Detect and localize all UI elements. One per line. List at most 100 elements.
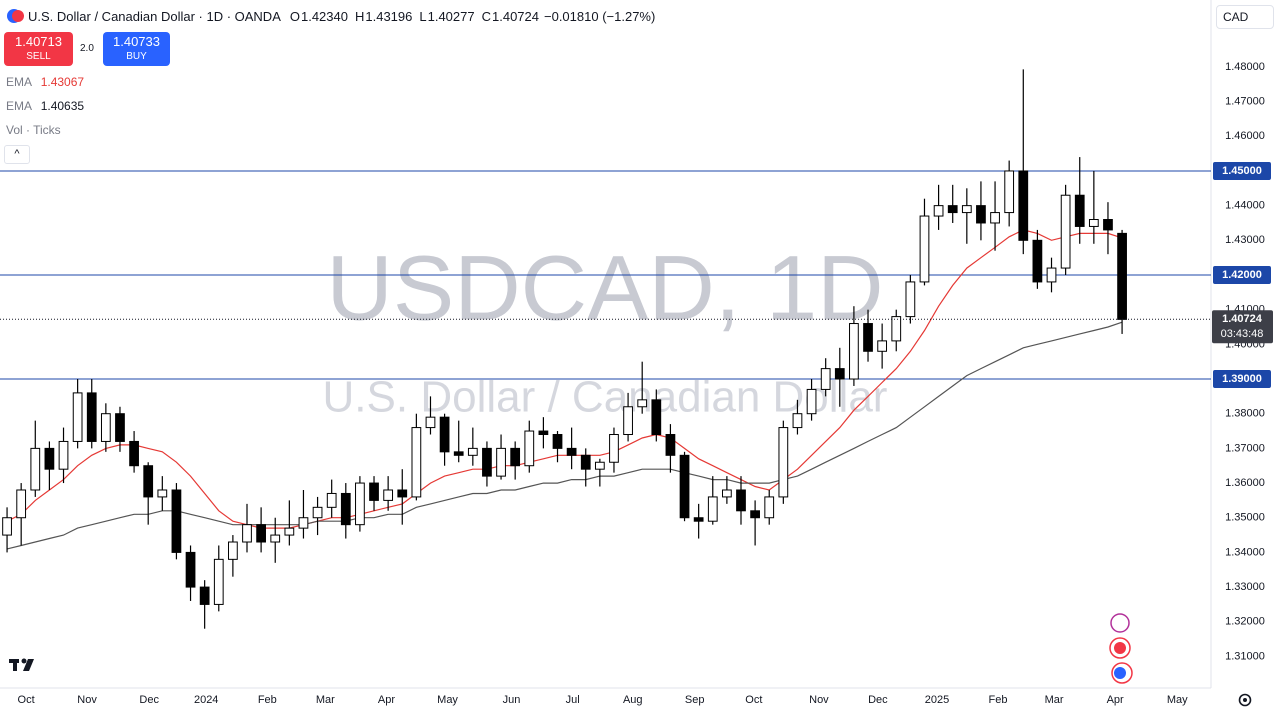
candle-body	[990, 212, 1000, 224]
candle-body	[623, 406, 633, 436]
price-axis-bg	[1211, 0, 1280, 688]
spread: 2.0	[80, 43, 94, 54]
y-tick-label: 1.46000	[1225, 130, 1265, 142]
x-tick-label: Apr	[1107, 694, 1124, 706]
candle-body	[863, 323, 873, 352]
y-tick-label: 1.32000	[1225, 616, 1265, 628]
watermark-subtitle: U.S. Dollar / Canadian Dollar	[323, 373, 888, 422]
ohlc-key: H	[354, 8, 365, 24]
x-tick-label: Dec	[139, 694, 159, 706]
candle-body	[1004, 170, 1015, 214]
candle-body	[1046, 267, 1057, 283]
candle-body	[919, 215, 930, 283]
candle-body	[383, 489, 394, 501]
candle-body	[86, 392, 97, 442]
plot-area	[0, 69, 1211, 629]
symbol-title: U.S. Dollar / Canadian Dollar · 1D · OAN…	[28, 8, 281, 24]
candle-body	[467, 447, 478, 456]
candle-body	[355, 482, 365, 526]
candle-body	[496, 447, 506, 477]
x-tick-label: 2024	[194, 694, 218, 706]
ema-line	[6, 321, 1123, 550]
candle-body	[16, 489, 27, 519]
ema-value: 1.40635	[40, 99, 85, 113]
y-tick-label: 1.35000	[1225, 512, 1265, 524]
x-tick-label: Jul	[566, 694, 580, 706]
candle-body	[100, 413, 111, 442]
event-icons	[1109, 613, 1133, 684]
ema-value: 1.43067	[40, 75, 85, 89]
x-tick-label: Aug	[623, 694, 643, 706]
candle-body	[369, 482, 379, 501]
candle-body	[326, 492, 337, 508]
x-tick-label: Jun	[503, 694, 521, 706]
candle-body	[820, 368, 831, 390]
buy-button[interactable]: 1.40733 BUY	[103, 32, 170, 66]
currency-button[interactable]: CAD	[1216, 5, 1274, 29]
sell-price: 1.40713	[15, 34, 62, 49]
y-tick-label: 1.37000	[1225, 442, 1265, 454]
candle-body	[397, 489, 408, 498]
buy-price: 1.40733	[113, 34, 160, 49]
level-label-bg	[1213, 265, 1271, 284]
candle-body	[439, 416, 450, 453]
level-label-bg	[1213, 370, 1271, 389]
candle-body	[143, 465, 154, 498]
level-label: 1.45000	[1222, 165, 1262, 177]
candle-body	[453, 451, 464, 456]
y-tick-label: 1.33000	[1225, 581, 1265, 593]
candle-body	[552, 434, 563, 449]
ohlc-value: 1.40724	[492, 8, 539, 24]
ema-legend-2: EMA 1.40635	[6, 99, 84, 113]
ema-name: EMA	[6, 75, 32, 89]
collapse-button[interactable]: ^	[4, 145, 30, 164]
y-tick-label: 1.44000	[1225, 200, 1265, 212]
candle-body	[905, 281, 916, 318]
candle-body	[1088, 219, 1099, 227]
y-tick-label: 1.34000	[1225, 546, 1265, 558]
candle-body	[651, 399, 662, 436]
candle-body	[877, 340, 888, 352]
candle-body	[482, 447, 492, 477]
candle-body	[961, 205, 972, 214]
candle-body	[171, 489, 182, 553]
candle-body	[679, 454, 690, 519]
ohlc: O 1.42340 H 1.43196 L 1.40277 C 1.40724	[283, 9, 539, 24]
ohlc-key: L	[419, 8, 427, 24]
y-tick-label: 1.31000	[1225, 650, 1265, 662]
candle-body	[722, 489, 732, 498]
x-tick-label: Oct	[18, 694, 35, 706]
level-label-bg	[1213, 161, 1271, 180]
currency-label: CAD	[1223, 10, 1249, 24]
sell-button[interactable]: 1.40713 SELL	[4, 32, 73, 66]
candle-body	[834, 368, 845, 380]
candle-body	[594, 461, 605, 470]
x-tick-label: Nov	[77, 694, 97, 706]
candle-body	[284, 527, 295, 536]
y-tick-label: 1.38000	[1225, 408, 1265, 420]
settings-icon[interactable]	[1238, 693, 1252, 707]
candle-body	[72, 392, 83, 442]
ohlc-value: 1.43196	[365, 8, 413, 24]
candle-body	[312, 506, 323, 519]
level-label: 1.39000	[1222, 373, 1262, 385]
candle-body	[1032, 239, 1043, 283]
ohlc-key: O	[289, 8, 300, 24]
volume-legend: Vol · Ticks	[6, 123, 61, 137]
candle-body	[849, 323, 859, 380]
candle-body	[764, 496, 775, 519]
candle-body	[425, 416, 436, 429]
watermark: USDCAD, 1D	[326, 237, 883, 339]
x-tick-label: Feb	[989, 694, 1008, 706]
candle-body	[524, 430, 535, 467]
buy-label: BUY	[126, 51, 147, 62]
y-tick-label: 1.36000	[1225, 477, 1265, 489]
ema-name: EMA	[6, 99, 32, 113]
candle-body	[792, 413, 803, 429]
candle-body	[44, 447, 55, 470]
candle-body	[129, 440, 139, 467]
x-tick-label: May	[1167, 694, 1188, 706]
candle-body	[609, 434, 619, 463]
candle-body	[199, 586, 210, 605]
